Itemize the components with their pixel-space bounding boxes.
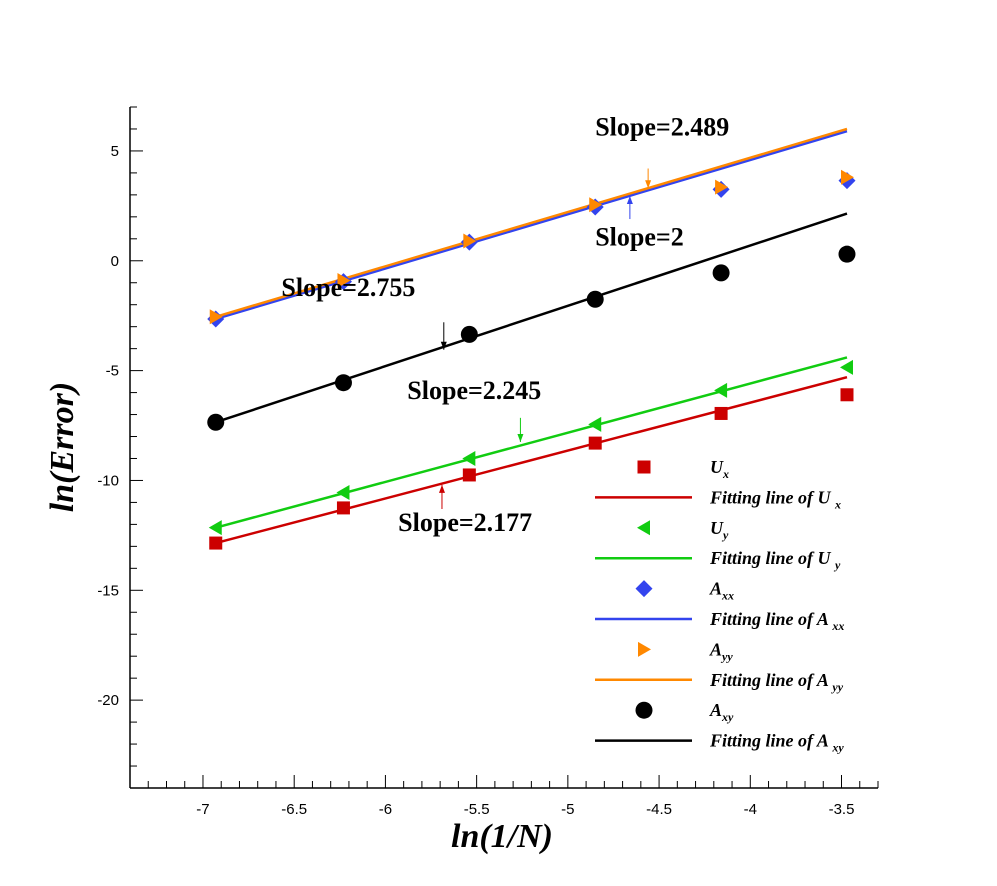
point-uy [839,359,853,375]
legend-label-uy: Uy [710,518,729,542]
point-uy [588,416,602,432]
slope-annotation-label: Slope=2 [595,222,684,251]
point-axy [207,413,225,431]
fit-line-ayy [215,127,848,318]
point-axy [334,374,352,392]
point-ayy [840,169,854,185]
point-ayy [589,197,603,213]
point-ux [588,436,602,450]
legend-fit-label-ayy: Fitting line of A yy [709,670,844,694]
point-uy [714,382,728,398]
legend-fit-label-axy: Fitting line of A xy [709,731,844,755]
point-ux [336,501,350,515]
legend-fit-label-axx: Fitting line of A xx [709,609,844,633]
x-tick-label: -6.5 [281,801,307,818]
x-tick-label: -4 [744,801,757,818]
x-tick-label: -4.5 [646,801,672,818]
point-ayy [463,233,477,249]
slope-annotation-label: Slope=2.755 [281,273,415,302]
x-axis-title: ln(1/N) [451,818,553,855]
slope-annotation-arrowhead [438,484,445,493]
point-ayy [715,179,729,195]
legend-label-axx: Axx [709,579,734,603]
point-ux [462,468,476,482]
slope-annotations: Slope=2.489 Slope=2 Slope=2.755 Slope=2.245… [281,113,729,537]
y-tick-label: -15 [97,582,119,599]
point-axy [838,245,856,263]
data-points [207,169,856,550]
point-axy [586,290,604,308]
point-ayy [337,273,351,289]
point-uy [336,485,350,501]
point-uy [208,520,222,536]
legend-marker-ayy [638,641,651,657]
legend-label-ayy: Ayy [709,639,733,663]
y-tick-label: -5 [106,363,119,380]
fit-line-axx [215,129,848,321]
slope-annotation-arrowhead [440,341,447,350]
point-axy [712,264,730,282]
slope-annotation-label: Slope=2.177 [398,508,532,537]
y-tick-label: 5 [111,143,119,160]
slope-annotation-label: Slope=2.489 [595,113,729,142]
slope-annotation-arrowhead [626,195,633,204]
legend-fit-label-ux: Fitting line of U x [709,487,841,511]
x-tick-label: -5.5 [464,801,490,818]
slope-annotation-arrowhead [517,434,524,443]
y-tick-label: 0 [111,253,119,270]
point-ayy [209,309,223,325]
legend-marker-axx [635,580,653,598]
point-axy [460,325,478,343]
slope-annotation-arrowhead [645,180,652,189]
legend-marker-axy [635,701,653,719]
legend-label-axy: Axy [709,700,734,724]
fit-line-axy [215,212,848,424]
y-tick-label: -10 [97,472,119,489]
legend-fit-label-uy: Fitting line of U y [709,548,841,572]
fit-line-ux [215,375,848,545]
legend-marker-uy [637,520,650,536]
y-tick-label: -20 [97,692,119,709]
slope-annotation-label: Slope=2.245 [407,376,541,405]
axes: -7 -6.5 -6 -5.5 -5 -4.5 -4 -3.5 5 0 -5 -10 -15 -20 [97,106,879,818]
x-tick-label: -5 [561,801,574,818]
y-axis-title: ln(Error) [44,382,81,512]
point-uy [462,450,476,466]
legend-marker-ux [637,460,651,474]
point-ux [209,536,223,550]
fitting-lines [215,127,848,545]
x-tick-label: -6 [379,801,392,818]
legend: Ux Fitting line of U x Uy Fitting line of U… [595,457,844,755]
point-ux [714,406,728,420]
legend-label-ux: Ux [710,457,729,481]
x-tick-label: -7 [196,801,209,818]
point-ux [840,388,854,402]
fit-line-uy [215,356,848,529]
x-tick-label: -3.5 [829,801,855,818]
